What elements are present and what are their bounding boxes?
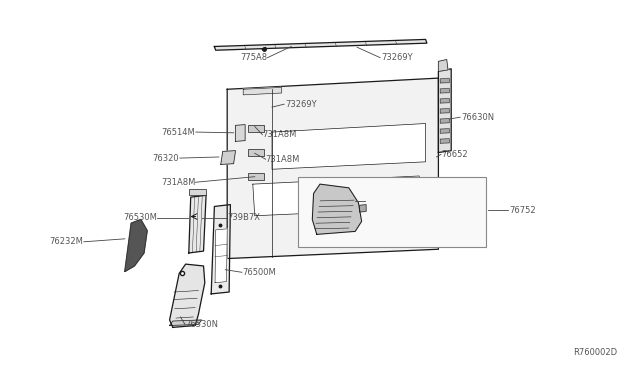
Text: R760002D: R760002D — [573, 348, 618, 357]
Polygon shape — [243, 87, 282, 95]
Text: 76514M: 76514M — [161, 128, 195, 137]
Polygon shape — [215, 229, 227, 283]
Text: 731A8M: 731A8M — [262, 130, 297, 139]
Text: 731A8M: 731A8M — [161, 178, 195, 187]
Polygon shape — [440, 139, 449, 143]
Polygon shape — [170, 320, 202, 326]
Polygon shape — [440, 78, 449, 83]
Text: 73269Y: 73269Y — [285, 100, 316, 109]
Text: 76232M: 76232M — [49, 237, 83, 246]
Bar — [298, 177, 486, 247]
Polygon shape — [360, 205, 366, 212]
Text: 76752C: 76752C — [365, 196, 397, 205]
Text: 76500M: 76500M — [242, 268, 276, 277]
Bar — [189, 189, 206, 195]
Polygon shape — [189, 195, 206, 253]
Polygon shape — [170, 264, 205, 327]
Polygon shape — [211, 205, 230, 294]
Polygon shape — [221, 151, 236, 164]
Text: 739B7X: 739B7X — [227, 213, 260, 222]
Polygon shape — [438, 69, 451, 153]
Text: 76652: 76652 — [442, 150, 468, 159]
Polygon shape — [253, 176, 421, 216]
Polygon shape — [214, 39, 427, 50]
Text: 76530N: 76530N — [186, 320, 219, 329]
Bar — [248, 173, 264, 180]
Text: 73269Y: 73269Y — [381, 53, 412, 62]
Text: 76530M: 76530M — [123, 213, 157, 222]
Polygon shape — [440, 129, 449, 133]
Polygon shape — [125, 219, 147, 272]
Polygon shape — [236, 125, 245, 141]
Polygon shape — [227, 78, 438, 259]
Polygon shape — [440, 89, 449, 93]
Bar — [248, 149, 264, 156]
Polygon shape — [312, 184, 362, 234]
Text: 775A8: 775A8 — [241, 53, 268, 62]
Text: 731A8M: 731A8M — [266, 155, 300, 164]
Polygon shape — [440, 119, 449, 123]
Text: 76630N: 76630N — [461, 113, 494, 122]
Polygon shape — [438, 60, 448, 71]
Polygon shape — [272, 124, 426, 169]
Text: 76320: 76320 — [152, 154, 179, 163]
Polygon shape — [440, 109, 449, 113]
Bar — [248, 125, 264, 132]
Polygon shape — [440, 99, 449, 103]
Text: 76752: 76752 — [509, 206, 536, 215]
